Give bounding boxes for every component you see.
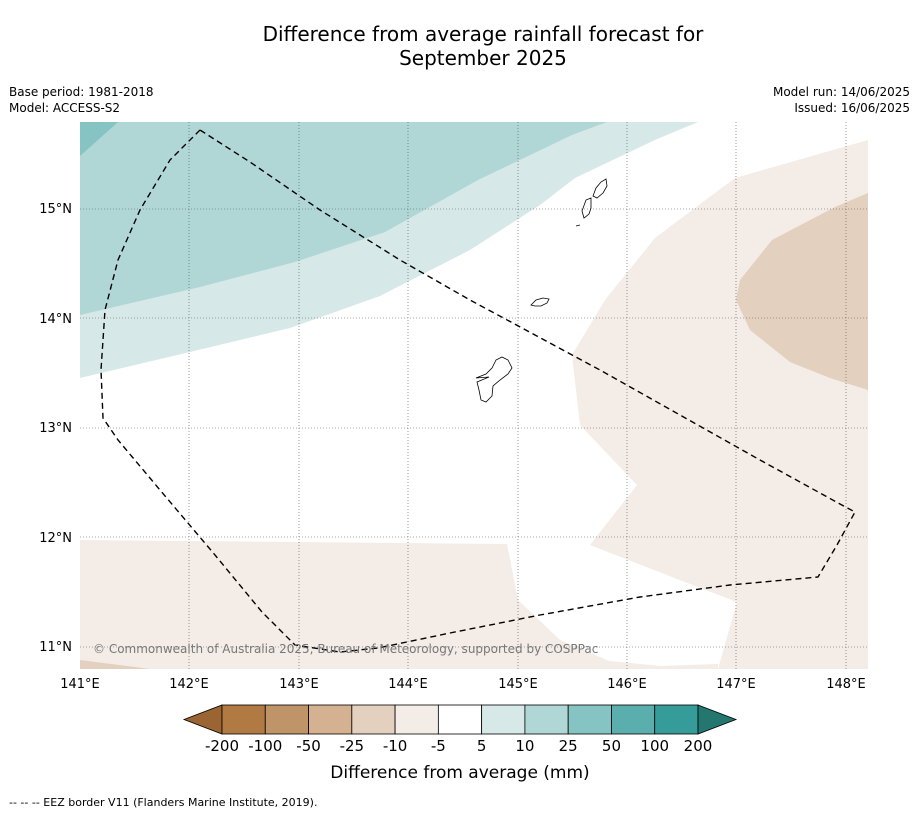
longitude-labels: 141°E 142°E 143°E 144°E 145°E 146°E 147°… bbox=[60, 677, 866, 692]
colorbar-tick-label: 200 bbox=[684, 737, 713, 755]
meta-right: Model run: 14/06/2025 Issued: 16/06/2025 bbox=[773, 84, 910, 116]
colorbar-swatch-10 bbox=[654, 704, 699, 735]
colorbar-tick-label: 50 bbox=[602, 737, 621, 755]
lon-tick-147: 147°E bbox=[716, 677, 756, 692]
lat-tick-11: 11°N bbox=[39, 640, 72, 655]
colorbar-swatch-7 bbox=[524, 704, 569, 735]
rota-island bbox=[530, 297, 550, 307]
teal-rainfall-zone bbox=[80, 122, 607, 315]
colorbar-swatch-2 bbox=[308, 704, 353, 735]
lon-tick-144: 144°E bbox=[388, 677, 428, 692]
colorbar-tick-label: -5 bbox=[431, 737, 446, 755]
colorbar-swatch-5 bbox=[437, 704, 483, 735]
lon-tick-142: 142°E bbox=[169, 677, 209, 692]
pale-brown-southwest-zone bbox=[80, 540, 628, 669]
model-text: Model: ACCESS-S2 bbox=[9, 101, 121, 115]
colorbar-swatch-3 bbox=[351, 704, 396, 735]
lon-tick-141: 141°E bbox=[60, 677, 100, 692]
tan-southwest-sliver bbox=[80, 660, 150, 669]
colorbar: -200 -100 -50 -25 -10 -5 5 10 25 50 100 200 bbox=[182, 704, 738, 755]
model-run-text: Model run: 14/06/2025 bbox=[772, 85, 910, 99]
guam-island bbox=[475, 356, 513, 403]
colorbar-extend-high bbox=[697, 704, 738, 735]
deep-teal-rainfall-zone bbox=[80, 122, 118, 156]
colorbar-tick-label: -10 bbox=[383, 737, 408, 755]
tinian-island bbox=[581, 197, 592, 219]
map-plot-area: © Commonwealth of Australia 2025, Bureau… bbox=[80, 122, 868, 669]
forecast-map: © Commonwealth of Australia 2025, Bureau… bbox=[39, 122, 868, 783]
lon-tick-145: 145°E bbox=[498, 677, 538, 692]
meta-left: Base period: 1981-2018 Model: ACCESS-S2 bbox=[9, 84, 154, 116]
colorbar-swatch-6 bbox=[481, 704, 526, 735]
colorbar-tick-label: 25 bbox=[559, 737, 578, 755]
map-title-line2: September 2025 bbox=[399, 46, 567, 70]
islands bbox=[475, 178, 608, 403]
aguijan-island bbox=[575, 224, 581, 227]
lat-tick-12: 12°N bbox=[39, 531, 72, 546]
colorbar-swatch-1 bbox=[264, 704, 309, 735]
base-period-text: Base period: 1981-2018 bbox=[9, 85, 154, 99]
lat-tick-15: 15°N bbox=[39, 202, 72, 217]
colorbar-extend-low bbox=[182, 704, 223, 735]
tan-east-zone bbox=[736, 193, 868, 390]
copyright-text: © Commonwealth of Australia 2025, Bureau… bbox=[93, 642, 598, 656]
lat-tick-14: 14°N bbox=[39, 312, 72, 327]
colorbar-tick-label: 5 bbox=[477, 737, 487, 755]
colorbar-swatch-9 bbox=[611, 704, 656, 735]
lon-tick-148: 148°E bbox=[826, 677, 866, 692]
saipan-island bbox=[592, 178, 608, 199]
colorbar-tick-label: -25 bbox=[340, 737, 365, 755]
colorbar-swatch-4 bbox=[394, 704, 439, 735]
colorbar-tick-label: -100 bbox=[248, 737, 282, 755]
colorbar-tick-label: 100 bbox=[640, 737, 669, 755]
lat-tick-13: 13°N bbox=[39, 421, 72, 436]
map-title: Difference from average rainfall forecas… bbox=[0, 22, 919, 70]
colorbar-tick-label: -50 bbox=[296, 737, 321, 755]
eez-legend-note: -- -- -- EEZ border V11 (Flanders Marine… bbox=[9, 796, 318, 809]
issued-text: Issued: 16/06/2025 bbox=[794, 101, 910, 115]
map-gridlines bbox=[80, 122, 868, 669]
eez-border bbox=[100, 129, 856, 653]
colorbar-tick-label: 10 bbox=[515, 737, 534, 755]
lon-tick-143: 143°E bbox=[279, 677, 319, 692]
colorbar-tick-label: -200 bbox=[205, 737, 239, 755]
latitude-labels: 15°N 14°N 13°N 12°N 11°N bbox=[39, 202, 72, 655]
colorbar-swatch-0 bbox=[221, 704, 266, 735]
colorbar-swatch-8 bbox=[567, 704, 612, 735]
lon-tick-146: 146°E bbox=[607, 677, 647, 692]
map-title-line1: Difference from average rainfall forecas… bbox=[262, 22, 704, 46]
pale-brown-south-strip bbox=[560, 640, 718, 669]
colorbar-label: Difference from average (mm) bbox=[330, 763, 589, 783]
